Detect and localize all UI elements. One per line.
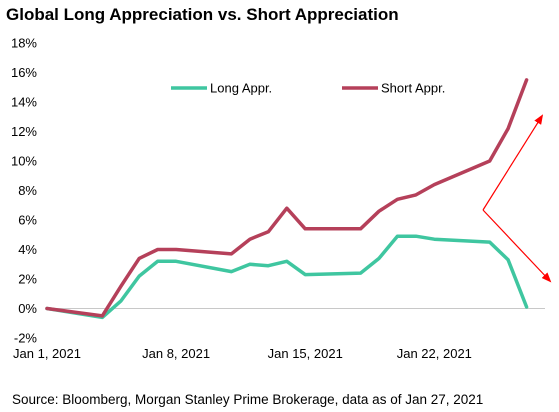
y-axis-ticks: -2% 0% 2% 4% 6% 8% 10% 12% 14% 16% 18% bbox=[11, 36, 37, 346]
x-tick-label: Jan 8, 2021 bbox=[142, 346, 210, 361]
arrow-down bbox=[482, 209, 552, 283]
x-axis-ticks: Jan 1, 2021 Jan 8, 2021 Jan 15, 2021 Jan 22… bbox=[13, 346, 472, 361]
y-tick-label: 0% bbox=[18, 301, 37, 316]
y-tick-label: 14% bbox=[11, 95, 37, 110]
legend: Long Appr. Short Appr. bbox=[171, 81, 445, 96]
y-tick-label: -2% bbox=[14, 331, 38, 346]
y-tick-label: 6% bbox=[18, 213, 37, 228]
y-tick-label: 18% bbox=[11, 36, 37, 51]
legend-label: Short Appr. bbox=[381, 81, 445, 96]
legend-label: Long Appr. bbox=[210, 81, 272, 96]
series-line-long bbox=[45, 234, 529, 320]
y-tick-label: 16% bbox=[11, 65, 37, 80]
series-lines bbox=[45, 78, 529, 320]
source-note: Source: Bloomberg, Morgan Stanley Prime … bbox=[12, 392, 483, 407]
x-tick-label: Jan 1, 2021 bbox=[13, 346, 81, 361]
y-tick-label: 10% bbox=[11, 154, 37, 169]
annotation-arrows bbox=[482, 114, 552, 283]
x-tick-label: Jan 15, 2021 bbox=[268, 346, 343, 361]
arrow-up bbox=[482, 114, 544, 211]
series-line-short bbox=[45, 78, 529, 318]
x-tick-label: Jan 22, 2021 bbox=[397, 346, 472, 361]
chart-title: Global Long Appreciation vs. Short Appre… bbox=[6, 5, 399, 24]
y-tick-label: 12% bbox=[11, 124, 37, 139]
y-tick-label: 4% bbox=[18, 242, 37, 257]
y-tick-label: 8% bbox=[18, 183, 37, 198]
y-tick-label: 2% bbox=[18, 272, 37, 287]
